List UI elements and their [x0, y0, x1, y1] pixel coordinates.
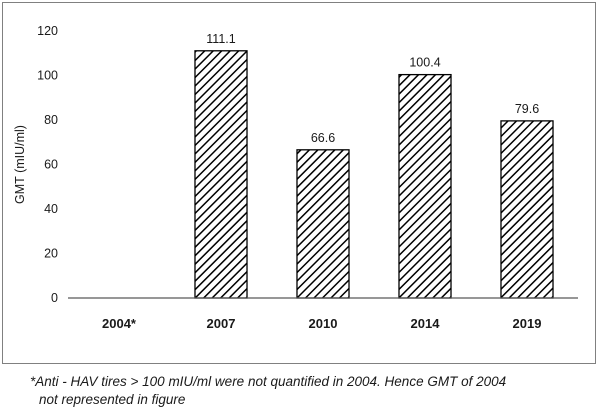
- bar-chart: 0 20 40 60 80 100 120 111.1 66.6 100.4 79.6 2004*…: [13, 24, 578, 331]
- y-tick-label-100: 100: [37, 69, 58, 83]
- bar-2007: [194, 50, 248, 299]
- y-tick-label-120: 120: [37, 24, 58, 38]
- x-tick-label-2010: 2010: [309, 316, 338, 331]
- y-tick-label-40: 40: [44, 202, 58, 216]
- x-tick-label-2007: 2007: [207, 316, 236, 331]
- data-label-2007: 111.1: [206, 32, 235, 46]
- data-label-2019: 79.6: [515, 102, 539, 116]
- x-axis-ticks: 2004* 2007 2010 2014 2019: [102, 316, 541, 331]
- bar-2014: [398, 73, 452, 299]
- x-tick-label-2019: 2019: [513, 316, 542, 331]
- data-label-2010: 66.6: [311, 131, 335, 145]
- footnote-line-1: *Anti - HAV tires > 100 mIU/ml were not …: [30, 374, 507, 389]
- data-label-2014: 100.4: [409, 56, 440, 70]
- y-tick-label-60: 60: [44, 158, 58, 172]
- y-axis-ticks: 0 20 40 60 80 100 120: [37, 24, 58, 305]
- x-tick-label-2014: 2014: [411, 316, 441, 331]
- y-tick-label-0: 0: [51, 291, 58, 305]
- y-axis-label: GMT (mIU/ml): [13, 125, 27, 204]
- y-tick-label-20: 20: [44, 247, 58, 261]
- y-tick-label-80: 80: [44, 113, 58, 127]
- footnote-line-2: not represented in figure: [39, 392, 186, 407]
- bars: [194, 50, 554, 299]
- data-labels: 111.1 66.6 100.4 79.6: [206, 32, 539, 145]
- x-tick-label-2004*: 2004*: [102, 316, 137, 331]
- footnote: *Anti - HAV tires > 100 mIU/ml were not …: [30, 373, 590, 409]
- bar-2010: [296, 149, 350, 299]
- bar-2019: [500, 120, 554, 299]
